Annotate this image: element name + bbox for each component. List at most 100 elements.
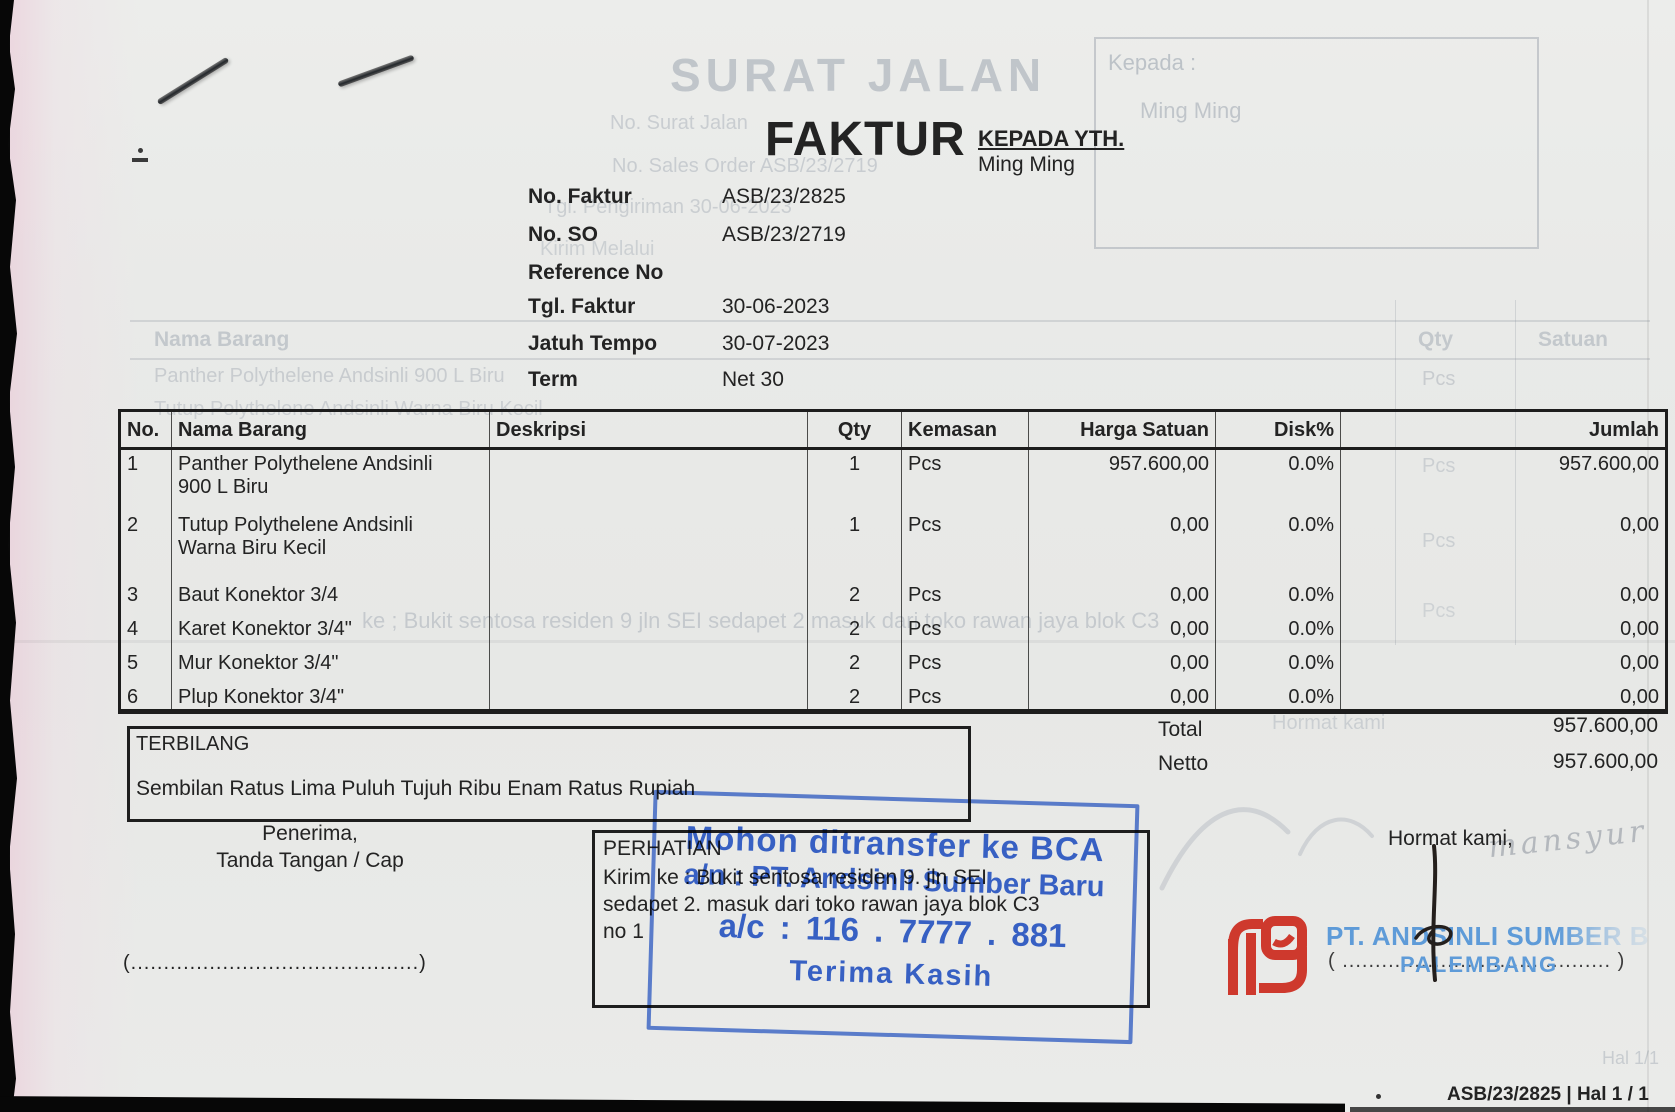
ghost-hal: Hal 1/1 [1602,1048,1660,1068]
cell-no: 4 [127,617,139,640]
cell-harga-satuan: 0,00 [1028,580,1216,615]
staple [156,56,230,106]
recipient-label: KEPADA YTH. [978,126,1125,151]
attention-line: no 1 [603,920,644,943]
table-row: 4 Karet Konektor 3/4" 2 Pcs 0,00 0.0% 0,… [120,614,1667,649]
cell-harga-satuan: 0,00 [1028,682,1216,711]
cell-deskripsi [489,580,808,615]
info-label: No. Faktur [528,185,632,208]
cell-kemasan: Pcs [901,648,1029,683]
cell-deskripsi [489,614,808,649]
cell-kemasan: Pcs [901,682,1029,711]
column-header: Jumlah [1340,410,1667,450]
ghost-back-title: SURAT JALAN [670,49,1047,101]
cell-nama-barang: Tutup Polythelene Andsinli Warna Biru Ke… [171,510,490,581]
bank-transfer-stamp: Mohon ditransfer ke BCA a/n : PT. Andsin… [646,789,1140,1045]
cell-disk: 0.0% [1215,510,1341,581]
company-stamp-name: PT. ANDSINLI SUMBER B [1326,921,1649,951]
attention-line: sedapet 2. masuk dari toko rawan jaya bl… [603,893,1040,916]
attention-title: PERHATIAN [603,837,722,860]
cell-jumlah: 957.600,00 [1340,448,1667,511]
attention-line: Kirim ke : Bukit sentosa residen 9. jln … [603,866,987,889]
recipient-name: Ming Ming [978,153,1075,176]
ghost-rule [130,320,1650,322]
stamp-line: Terima Kasih [788,954,994,993]
cell-nama-barang: Panther Polythelene Andsinli 900 L Biru [171,448,490,511]
info-value: 30-06-2023 [722,295,830,318]
stamp-line: a/c : 116 . 7777 . 881 [718,906,1068,955]
cell-deskripsi [489,448,808,511]
cell-kemasan: Pcs [901,580,1029,615]
company-stamp-dots: ( ......................................… [1328,950,1626,972]
info-value: 30-07-2023 [722,332,830,355]
footer-dot [1376,1094,1381,1099]
table-row: 3 Baut Konektor 3/4 2 Pcs 0,00 0.0% 0,00 [120,580,1667,615]
ghost-header-line: Tgl. Pengiriman 30-06-2023 [544,196,792,218]
cell-no: 5 [127,651,139,674]
ghost-col-header: Qty [1418,328,1454,351]
ghost-header-line: No. Surat Jalan [610,112,748,134]
cell-harga-satuan: 0,00 [1028,614,1216,649]
cell-disk: 0.0% [1215,448,1341,511]
cell-jumlah: 0,00 [1340,510,1667,581]
cell-jumlah: 0,00 [1340,580,1667,615]
table-header-row: No. Nama Barang Deskripsi Qty Kemasan Harga S… [119,410,1667,450]
cell-kemasan: Pcs [901,510,1029,581]
pen-mark [138,148,143,153]
ghost-col-header: Nama Barang [154,328,290,351]
cell-jumlah: 0,00 [1340,614,1667,649]
table-row: 6 Plup Konektor 3/4" 2 Pcs 0,00 0.0% 0,0… [120,682,1667,711]
table-row: 5 Mur Konektor 3/4" 2 Pcs 0,00 0.0% 0,00 [120,648,1667,683]
terbilang-label: TERBILANG [136,733,250,755]
cell-qty: 1 [807,448,902,511]
cell-disk: 0.0% [1215,648,1341,683]
netto-value: 957.600,00 [1552,750,1658,773]
cell-nama-barang: Mur Konektor 3/4" [171,648,490,683]
column-header: No. [119,410,172,450]
cell-harga-satuan: 0,00 [1028,648,1216,683]
info-value: Net 30 [722,368,784,391]
netto-label: Netto [1158,752,1209,775]
cell-disk: 0.0% [1215,614,1341,649]
document-title: FAKTUR [765,113,966,166]
total-label: Total [1158,718,1203,741]
column-header: Qty [807,410,902,450]
cell-jumlah: 0,00 [1340,648,1667,683]
cell-no: 6 [127,685,139,708]
items-table: No. Nama Barang Deskripsi Qty Kemasan Harga S… [118,409,1668,714]
company-stamp-city: PALEMBANG [1400,952,1559,977]
receiver-line2: Tanda Tangan / Cap [216,849,404,872]
cell-harga-satuan: 0,00 [1028,510,1216,581]
ghost-header-line: No. Sales Order ASB/23/2719 [612,155,878,177]
signature-stroke [1414,844,1453,982]
table-row: 1 Panther Polythelene Andsinli 900 L Bir… [120,448,1667,511]
cell-disk: 0.0% [1215,682,1341,711]
cell-jumlah: 0,00 [1340,682,1667,711]
ghost-header-line: Kirim Melalui [540,238,655,260]
cell-qty: 2 [807,648,902,683]
terbilang-box: TERBILANG Sembilan Ratus Lima Puluh Tuju… [127,726,971,822]
ghost-hormat: Hormat kami [1272,712,1386,734]
column-header: Kemasan [901,410,1029,450]
cell-no: 3 [127,583,139,606]
cell-qty: 1 [807,510,902,581]
cell-kemasan: Pcs [901,448,1029,511]
cell-deskripsi [489,510,808,581]
cell-no: 2 [127,513,139,536]
cell-qty: 2 [807,614,902,649]
info-label: Reference No [528,261,664,284]
ghost-col-header: Satuan [1538,328,1609,351]
cell-disk: 0.0% [1215,580,1341,615]
scanner-edge-bottom-right [1350,1107,1675,1112]
column-header: Deskripsi [489,410,808,450]
cell-nama-barang: Karet Konektor 3/4" [171,614,490,649]
cell-kemasan: Pcs [901,614,1029,649]
ghost-kepada-label: Kepada : [1108,50,1197,75]
column-header: Nama Barang [171,410,490,450]
ghost-pencil-marks [1159,807,1374,891]
column-header: Harga Satuan [1028,410,1216,450]
info-label: Tgl. Faktur [528,295,636,318]
ghost-rule [130,358,1650,360]
cell-nama-barang: Plup Konektor 3/4" [171,682,490,711]
